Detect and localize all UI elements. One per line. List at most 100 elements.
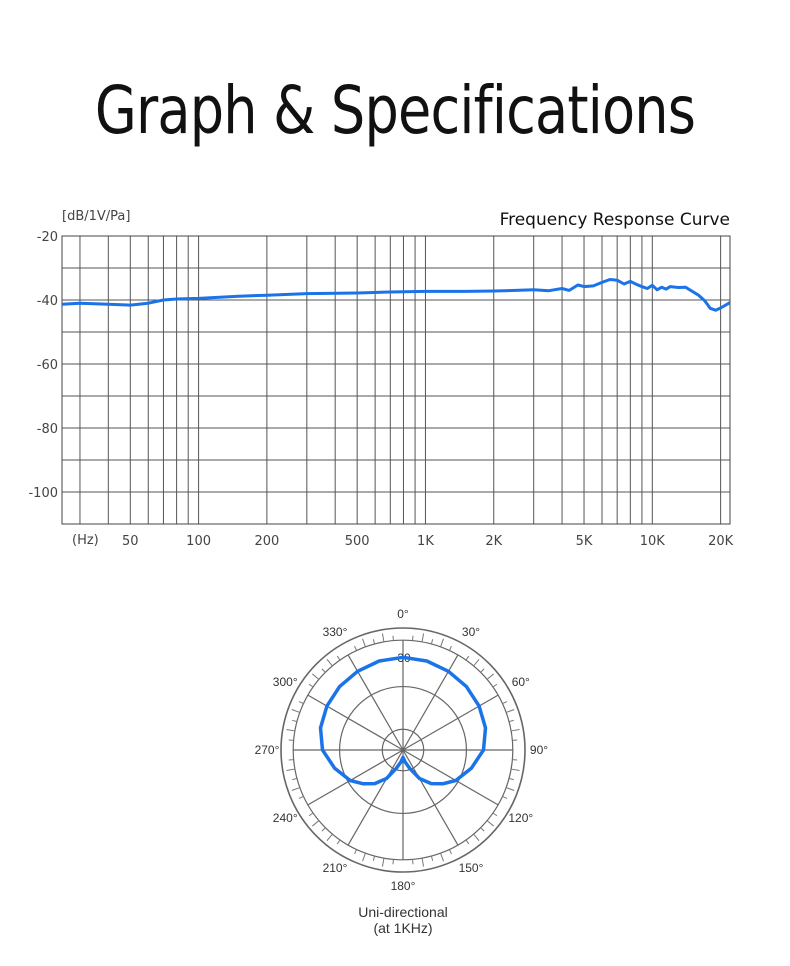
polar-spoke xyxy=(402,694,499,751)
polar-tick xyxy=(372,639,376,645)
polar-tick xyxy=(506,787,515,791)
chart-frame xyxy=(61,235,731,525)
polar-caption-line1: Uni-directional xyxy=(358,904,448,920)
x-tick-label: 5K xyxy=(576,534,593,549)
polar-tick xyxy=(480,668,485,673)
polar-tick xyxy=(381,858,385,867)
angle-label: 30° xyxy=(462,625,480,639)
polar-tick xyxy=(430,639,434,645)
angle-label: 60° xyxy=(512,675,530,689)
polar-tick xyxy=(465,655,470,661)
x-tick-label: 10K xyxy=(640,534,666,549)
polar-tick xyxy=(473,659,480,667)
polar-tick xyxy=(465,839,470,845)
cardioid-pattern-line xyxy=(318,655,488,786)
polar-spoke xyxy=(402,749,499,806)
polar-spoke xyxy=(347,654,404,751)
polar-tick xyxy=(362,638,366,647)
polar-grid xyxy=(280,627,526,873)
polar-tick xyxy=(448,849,452,855)
chart-grid xyxy=(62,236,730,524)
chart-title: Frequency Response Curve xyxy=(500,210,730,230)
angle-label: 120° xyxy=(508,811,533,825)
y-tick-label: -60 xyxy=(37,358,58,373)
angle-label: 0° xyxy=(397,607,409,621)
polar-tick xyxy=(381,633,385,642)
polar-ring xyxy=(280,627,526,873)
y-tick-label: -40 xyxy=(37,294,58,309)
polar-tick xyxy=(336,655,341,661)
angle-label: 300° xyxy=(273,675,298,689)
x-tick-label: 200 xyxy=(254,534,279,549)
polar-tick xyxy=(480,827,485,832)
polar-tick xyxy=(291,787,300,791)
polar-tick xyxy=(502,795,508,799)
polar-tick xyxy=(312,820,320,827)
polar-tick xyxy=(308,683,314,688)
polar-tick xyxy=(298,701,304,705)
angle-label: 210° xyxy=(323,861,348,875)
polar-tick xyxy=(362,853,366,862)
polar-tick xyxy=(326,833,333,841)
polar-tick xyxy=(502,701,508,705)
angle-label: 270° xyxy=(255,743,280,757)
polar-spoke xyxy=(307,749,404,806)
x-tick-label: 2K xyxy=(485,534,502,549)
x-tick-label: 1K xyxy=(417,534,434,549)
polar-tick xyxy=(292,719,298,723)
angle-label: 150° xyxy=(459,861,484,875)
angle-label: 180° xyxy=(391,879,416,893)
polar-tick xyxy=(440,853,444,862)
polar-spoke xyxy=(347,749,404,846)
y-tick-label: -100 xyxy=(28,486,58,501)
polar-tick xyxy=(336,839,341,845)
polar-angle-labels: 0° 30° 60° 90° 120° 150° 180° 210° 240° 270° 300° 3… xyxy=(255,607,549,893)
x-tick-label: 20K xyxy=(708,534,734,549)
polar-tick xyxy=(486,673,494,680)
polar-tick xyxy=(286,728,295,732)
angle-label: 330° xyxy=(323,625,348,639)
polar-tick xyxy=(440,638,444,647)
polar-tick-marks xyxy=(286,633,520,867)
frequency-response-line xyxy=(61,278,731,312)
polar-tick xyxy=(492,812,498,817)
x-axis-label: (Hz) xyxy=(72,533,99,548)
polar-tick xyxy=(506,709,515,713)
page-title: Graph & Specifications xyxy=(94,72,696,149)
y-tick-labels: -20 -40 -60 -80 -100 xyxy=(28,230,58,501)
angle-label: 240° xyxy=(273,811,298,825)
frequency-response-chart: -20 -40 -60 -80 -100 50 100 200 500 1K 2K 5K 10K 20K… xyxy=(28,209,734,549)
y-tick-label: -20 xyxy=(37,230,58,245)
polar-tick xyxy=(421,858,425,867)
y-axis-label: [dB/1V/Pa] xyxy=(62,209,130,224)
polar-tick xyxy=(372,855,376,861)
x-tick-labels: 50 100 200 500 1K 2K 5K 10K 20K xyxy=(122,534,734,549)
polar-tick xyxy=(292,777,298,781)
polar-tick xyxy=(354,849,358,855)
polar-caption-line2: (at 1KHz) xyxy=(373,920,433,936)
polar-tick xyxy=(508,719,514,723)
y-tick-label: -80 xyxy=(37,422,58,437)
polar-tick xyxy=(312,673,320,680)
x-tick-label: 500 xyxy=(345,534,370,549)
x-tick-label: 50 xyxy=(122,534,139,549)
x-tick-label: 100 xyxy=(186,534,211,549)
polar-tick xyxy=(430,855,434,861)
polar-tick xyxy=(473,833,480,841)
polar-tick xyxy=(492,683,498,688)
polar-tick xyxy=(511,768,520,772)
angle-label: 90° xyxy=(530,743,548,757)
polar-tick xyxy=(326,659,333,667)
polar-spoke xyxy=(402,749,459,846)
polar-tick xyxy=(308,812,314,817)
polar-tick xyxy=(508,777,514,781)
polar-tick xyxy=(354,645,358,651)
polar-spoke xyxy=(307,694,404,751)
polar-spoke xyxy=(402,654,459,751)
polar-tick xyxy=(486,820,494,827)
polar-tick xyxy=(448,645,452,651)
polar-tick xyxy=(291,709,300,713)
polar-tick xyxy=(321,827,326,832)
polar-tick xyxy=(286,768,295,772)
